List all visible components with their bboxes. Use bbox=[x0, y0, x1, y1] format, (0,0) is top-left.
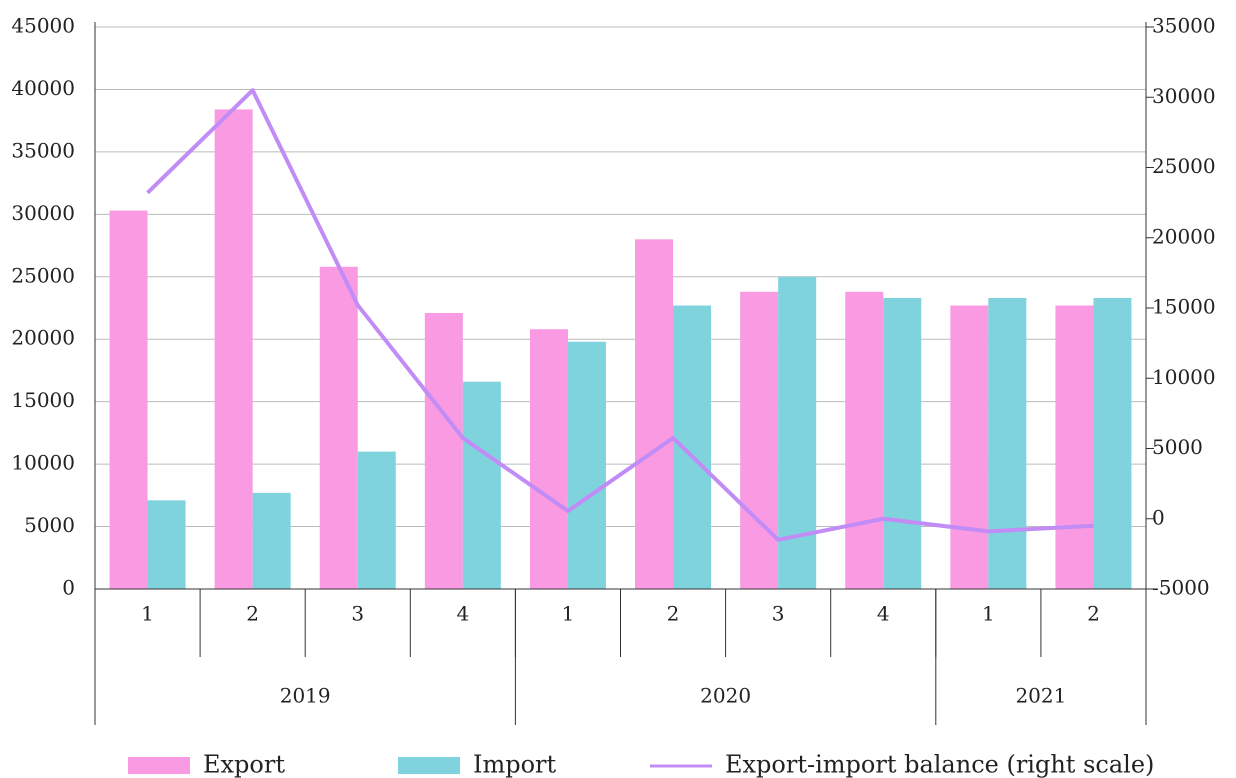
bar bbox=[1055, 305, 1094, 589]
bar bbox=[252, 492, 291, 589]
y2-tick-label: 15000 bbox=[1152, 295, 1216, 319]
legend-label: Import bbox=[473, 751, 557, 778]
legend-label: Export bbox=[203, 751, 285, 778]
y-tick-label: 15000 bbox=[11, 388, 75, 412]
bar bbox=[529, 329, 568, 589]
bar bbox=[950, 305, 989, 589]
bar bbox=[567, 341, 606, 589]
x-tick-label: 4 bbox=[877, 602, 890, 626]
group-label: 2020 bbox=[700, 684, 751, 708]
x-tick-label: 1 bbox=[982, 602, 995, 626]
y2-tick-label: 35000 bbox=[1152, 14, 1216, 38]
bar bbox=[988, 298, 1027, 589]
x-tick-label: 3 bbox=[772, 602, 785, 626]
y2-tick-label: 0 bbox=[1152, 505, 1165, 529]
bar bbox=[883, 298, 922, 589]
balance-line bbox=[146, 88, 1094, 542]
x-tick-label: 3 bbox=[351, 602, 364, 626]
bar bbox=[740, 291, 779, 589]
bar bbox=[635, 239, 674, 590]
bar bbox=[1093, 298, 1132, 589]
legend-swatch bbox=[398, 757, 460, 774]
y-tick-label: 20000 bbox=[11, 326, 75, 350]
bar bbox=[214, 109, 253, 589]
y-tick-label: 0 bbox=[62, 576, 75, 600]
y-tick-label: 30000 bbox=[11, 201, 75, 225]
bar bbox=[357, 451, 396, 589]
bar bbox=[424, 312, 463, 589]
x-tick-label: 1 bbox=[562, 602, 575, 626]
bar bbox=[147, 500, 186, 589]
bar bbox=[778, 276, 817, 589]
bar bbox=[673, 305, 712, 589]
y-tick-label: 40000 bbox=[11, 76, 75, 100]
y2-tick-label: 10000 bbox=[1152, 365, 1216, 389]
bar bbox=[462, 381, 501, 589]
bar bbox=[845, 291, 884, 589]
x-tick-label: 1 bbox=[141, 602, 154, 626]
y2-tick-label: -5000 bbox=[1152, 576, 1210, 600]
y2-tick-label: 20000 bbox=[1152, 224, 1216, 248]
legend-swatch bbox=[128, 757, 190, 774]
legend-label: Export-import balance (right scale) bbox=[725, 751, 1154, 778]
y2-tick-label: 30000 bbox=[1152, 84, 1216, 108]
group-label: 2021 bbox=[1015, 684, 1066, 708]
bar bbox=[319, 266, 358, 589]
x-tick-label: 2 bbox=[1087, 602, 1100, 626]
y-tick-label: 25000 bbox=[11, 263, 75, 287]
y-tick-label: 5000 bbox=[24, 513, 75, 537]
y2-tick-label: 5000 bbox=[1152, 435, 1203, 459]
x-tick-label: 2 bbox=[246, 602, 259, 626]
x-tick-label: 2 bbox=[667, 602, 680, 626]
y2-tick-label: 25000 bbox=[1152, 154, 1216, 178]
bar bbox=[109, 210, 148, 589]
group-label: 2019 bbox=[280, 684, 331, 708]
y-tick-label: 45000 bbox=[11, 14, 75, 38]
y-tick-label: 35000 bbox=[11, 138, 75, 162]
y-tick-label: 10000 bbox=[11, 451, 75, 475]
x-tick-label: 4 bbox=[456, 602, 469, 626]
